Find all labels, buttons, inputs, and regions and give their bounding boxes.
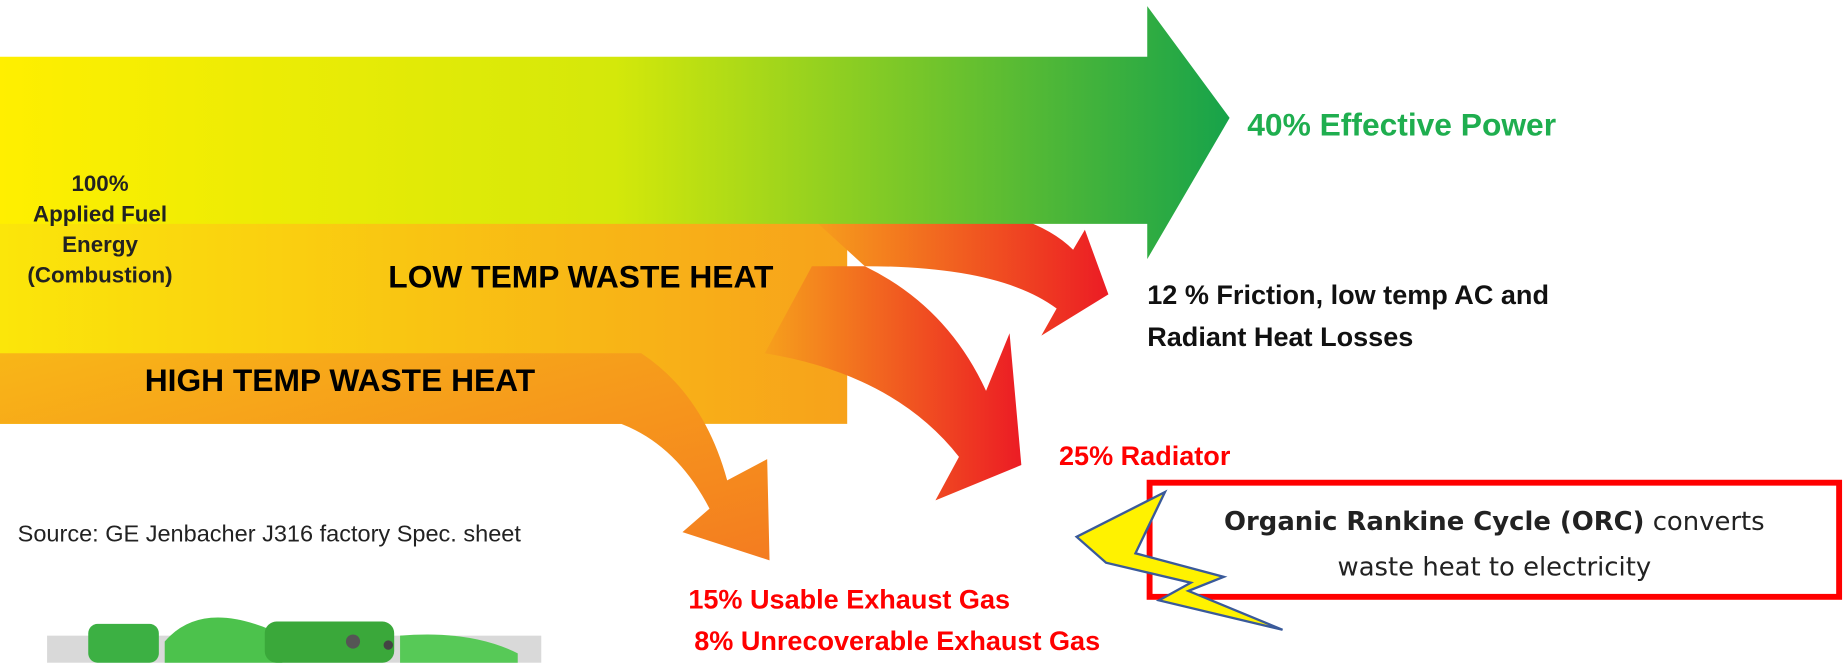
high-temp-label: HIGH TEMP WASTE HEAT <box>145 362 536 398</box>
diagram: 100% Applied Fuel Energy (Combustion) LO… <box>0 0 1845 663</box>
effective-power-label: 40% Effective Power <box>1247 107 1556 143</box>
callout-line: Organic Rankine Cycle (ORC) converts <box>1224 507 1765 537</box>
friction-label: Radiant Heat Losses <box>1147 322 1413 352</box>
callout-bold: Organic Rankine Cycle (ORC) <box>1224 507 1644 537</box>
page: 100% Applied Fuel Energy (Combustion) LO… <box>0 0 1845 663</box>
low-temp-label: LOW TEMP WASTE HEAT <box>388 258 774 294</box>
friction-label: 12 % Friction, low temp AC and <box>1147 280 1549 310</box>
engine-image <box>47 618 541 663</box>
input-line: (Combustion) <box>27 263 172 288</box>
source-note: Source: GE Jenbacher J316 factory Spec. … <box>18 521 522 547</box>
usable-exhaust-label: 15% Usable Exhaust Gas <box>688 585 1010 615</box>
input-line: Applied Fuel <box>33 201 167 226</box>
callout-text: converts <box>1644 507 1764 537</box>
radiator-label: 25% Radiator <box>1059 441 1231 471</box>
unrecoverable-exhaust-label: 8% Unrecoverable Exhaust Gas <box>694 626 1100 656</box>
callout-line: waste heat to electricity <box>1338 553 1652 583</box>
input-line: Energy <box>62 232 138 257</box>
effective-power-arrow <box>0 6 1230 259</box>
input-line: 100% <box>71 171 128 196</box>
